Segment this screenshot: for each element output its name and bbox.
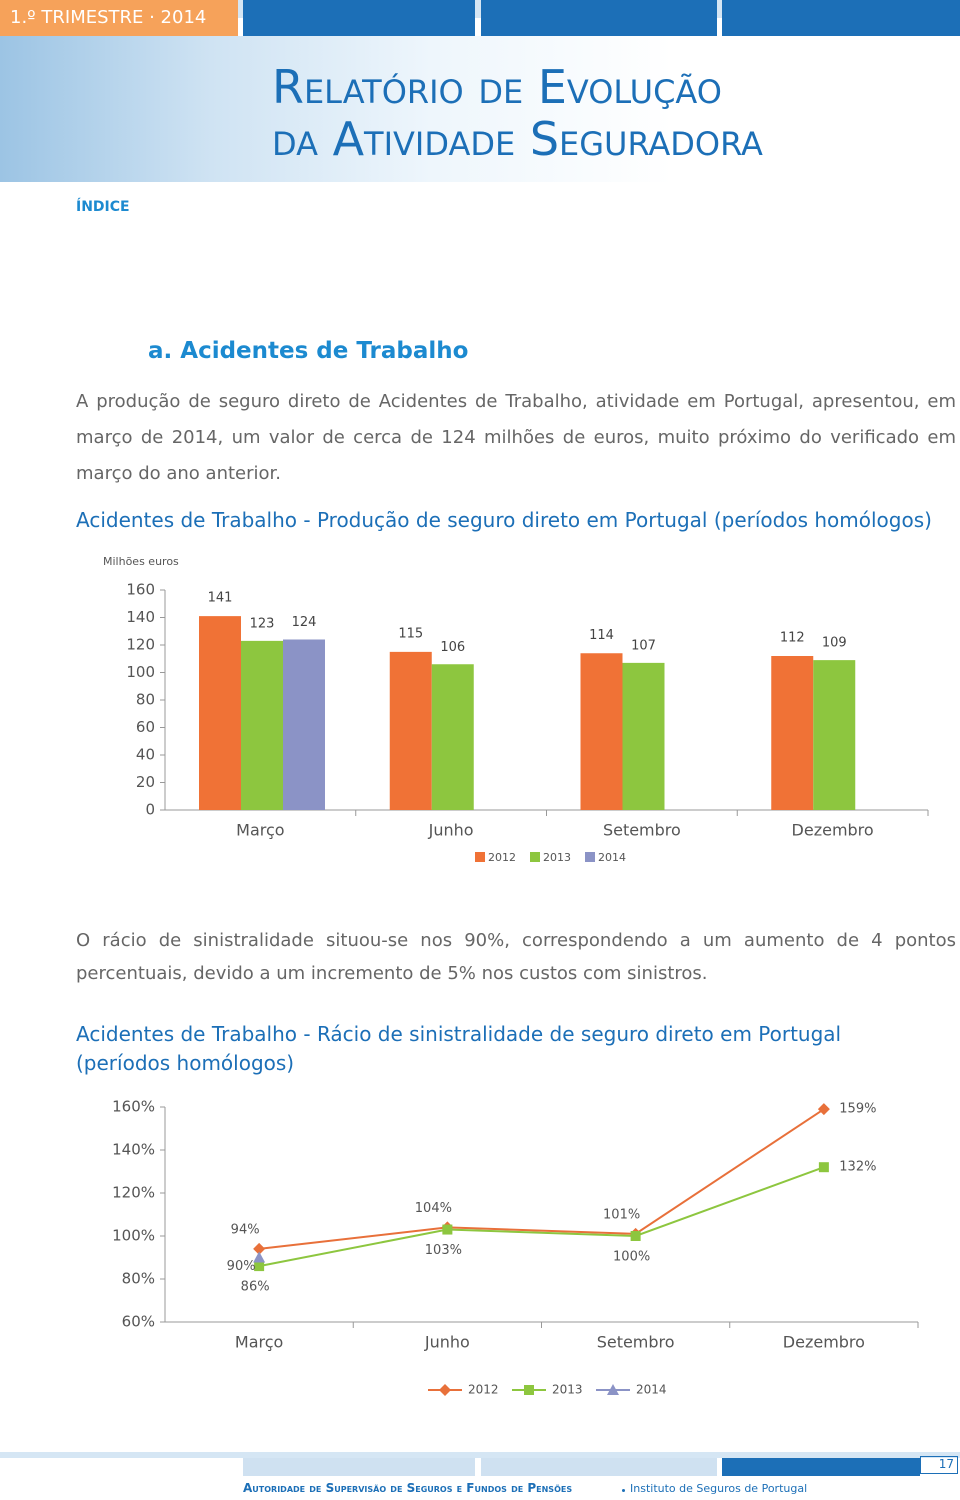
series-line bbox=[258, 1166, 825, 1268]
footer-strip bbox=[0, 1452, 960, 1458]
chart-title: Acidentes de Trabalho - Produção de segu… bbox=[76, 508, 932, 532]
report-title: Relatório de Evolução bbox=[272, 60, 722, 114]
marker bbox=[439, 1384, 451, 1396]
bar bbox=[813, 660, 856, 810]
data-label: 112 bbox=[780, 631, 805, 646]
y-axis-label: Milhões euros bbox=[103, 555, 179, 568]
data-label: 90% bbox=[227, 1259, 256, 1274]
bar bbox=[241, 640, 283, 810]
data-label: 106 bbox=[440, 640, 465, 655]
x-tick-label: Março bbox=[236, 821, 284, 840]
marker bbox=[253, 1251, 266, 1263]
data-label: 124 bbox=[292, 615, 317, 630]
y-tick-label: 80 bbox=[136, 691, 155, 709]
legend-label: 2014 bbox=[598, 851, 626, 864]
y-tick-label: 100% bbox=[112, 1227, 155, 1245]
data-label: 103% bbox=[425, 1243, 462, 1258]
header-strip bbox=[481, 0, 717, 36]
bar bbox=[771, 656, 814, 810]
legend-label: 2012 bbox=[488, 851, 516, 864]
bar bbox=[389, 651, 432, 810]
y-tick-label: 60% bbox=[122, 1313, 155, 1331]
bar-chart: Milhões euros 0 20 40 60 80 100 120 140 160 Março J… bbox=[103, 555, 929, 864]
quarter-label: 1.º TRIMESTRE · 2014 bbox=[10, 7, 207, 28]
bar bbox=[283, 639, 325, 810]
y-tick-label: 80% bbox=[122, 1270, 155, 1288]
y-tick-label: 120 bbox=[126, 636, 155, 654]
data-label: 107 bbox=[631, 638, 656, 653]
data-label: 141 bbox=[208, 591, 233, 606]
legend-label: 2013 bbox=[543, 851, 571, 864]
y-tick-label: 140% bbox=[112, 1141, 155, 1159]
x-tick-label: Setembro bbox=[603, 821, 681, 840]
y-tick-label: 160 bbox=[126, 581, 155, 599]
legend-label: 2012 bbox=[468, 1383, 499, 1397]
legend-swatch bbox=[475, 852, 485, 862]
y-tick-label: 160% bbox=[112, 1098, 155, 1116]
y-tick-label: 20 bbox=[136, 773, 155, 791]
data-label: 109 bbox=[822, 636, 847, 651]
bar bbox=[622, 662, 665, 810]
paragraph: A produção de seguro direto de Acidentes… bbox=[76, 391, 956, 484]
legend-swatch bbox=[530, 852, 540, 862]
footer-authority: Autoridade de Supervisão de Seguros e Fu… bbox=[243, 1481, 573, 1495]
footer-separator bbox=[622, 1489, 625, 1492]
y-tick-label: 40 bbox=[136, 746, 155, 764]
x-tick-label: Junho bbox=[428, 821, 474, 840]
y-tick-label: 120% bbox=[112, 1184, 155, 1202]
bar bbox=[431, 664, 474, 810]
quarter-box bbox=[0, 0, 238, 36]
marker bbox=[630, 1231, 641, 1241]
x-tick-label: Setembro bbox=[597, 1333, 675, 1352]
series-line bbox=[259, 1108, 825, 1250]
legend-label: 2014 bbox=[636, 1383, 667, 1397]
data-label: 159% bbox=[839, 1102, 876, 1117]
footer-strip bbox=[243, 1458, 475, 1476]
paragraph: O rácio de sinistralidade situou-se nos … bbox=[76, 930, 956, 984]
section-heading: a. Acidentes de Trabalho bbox=[148, 338, 469, 364]
data-label: 101% bbox=[603, 1207, 640, 1222]
data-label: 100% bbox=[613, 1250, 650, 1265]
y-tick-label: 140 bbox=[126, 608, 155, 626]
footer-strip bbox=[722, 1458, 920, 1476]
data-label: 86% bbox=[241, 1280, 270, 1295]
line-chart: 60% 80% 100% 120% 140% 160% Março Junho Setembro… bbox=[112, 1098, 919, 1397]
marker bbox=[442, 1224, 453, 1235]
header-background bbox=[0, 36, 960, 182]
x-tick-label: Dezembro bbox=[783, 1333, 865, 1352]
data-label: 115 bbox=[398, 626, 423, 641]
header-strip bbox=[243, 0, 475, 36]
data-label: 132% bbox=[839, 1160, 876, 1175]
y-tick-label: 0 bbox=[145, 801, 155, 819]
marker bbox=[818, 1162, 829, 1173]
data-label: 114 bbox=[589, 628, 614, 643]
legend-label: 2013 bbox=[552, 1383, 583, 1397]
data-label: 104% bbox=[415, 1201, 452, 1216]
data-label: 94% bbox=[231, 1222, 260, 1237]
index-link[interactable]: ÍNDICE bbox=[76, 199, 130, 215]
header-strip bbox=[722, 0, 960, 36]
footer-institute: Instituto de Seguros de Portugal bbox=[630, 1482, 808, 1495]
legend-swatch bbox=[585, 852, 595, 862]
report-title: da Atividade Seguradora bbox=[272, 112, 763, 166]
x-tick-label: Junho bbox=[424, 1333, 470, 1352]
bar bbox=[580, 653, 623, 810]
y-tick-label: 100 bbox=[126, 663, 155, 681]
footer-strip bbox=[481, 1458, 717, 1476]
marker bbox=[817, 1103, 830, 1116]
header-strip bbox=[0, 0, 960, 18]
y-tick-label: 60 bbox=[136, 718, 155, 736]
x-tick-label: Dezembro bbox=[792, 821, 874, 840]
chart-title: Acidentes de Trabalho - Rácio de sinistr… bbox=[76, 1022, 842, 1075]
page-number: 17 bbox=[920, 1456, 958, 1474]
x-tick-label: Março bbox=[235, 1333, 283, 1352]
marker bbox=[254, 1261, 265, 1272]
bar bbox=[199, 616, 241, 810]
marker bbox=[524, 1385, 534, 1395]
data-label: 123 bbox=[250, 616, 275, 631]
marker bbox=[253, 1242, 266, 1255]
marker bbox=[607, 1384, 619, 1395]
